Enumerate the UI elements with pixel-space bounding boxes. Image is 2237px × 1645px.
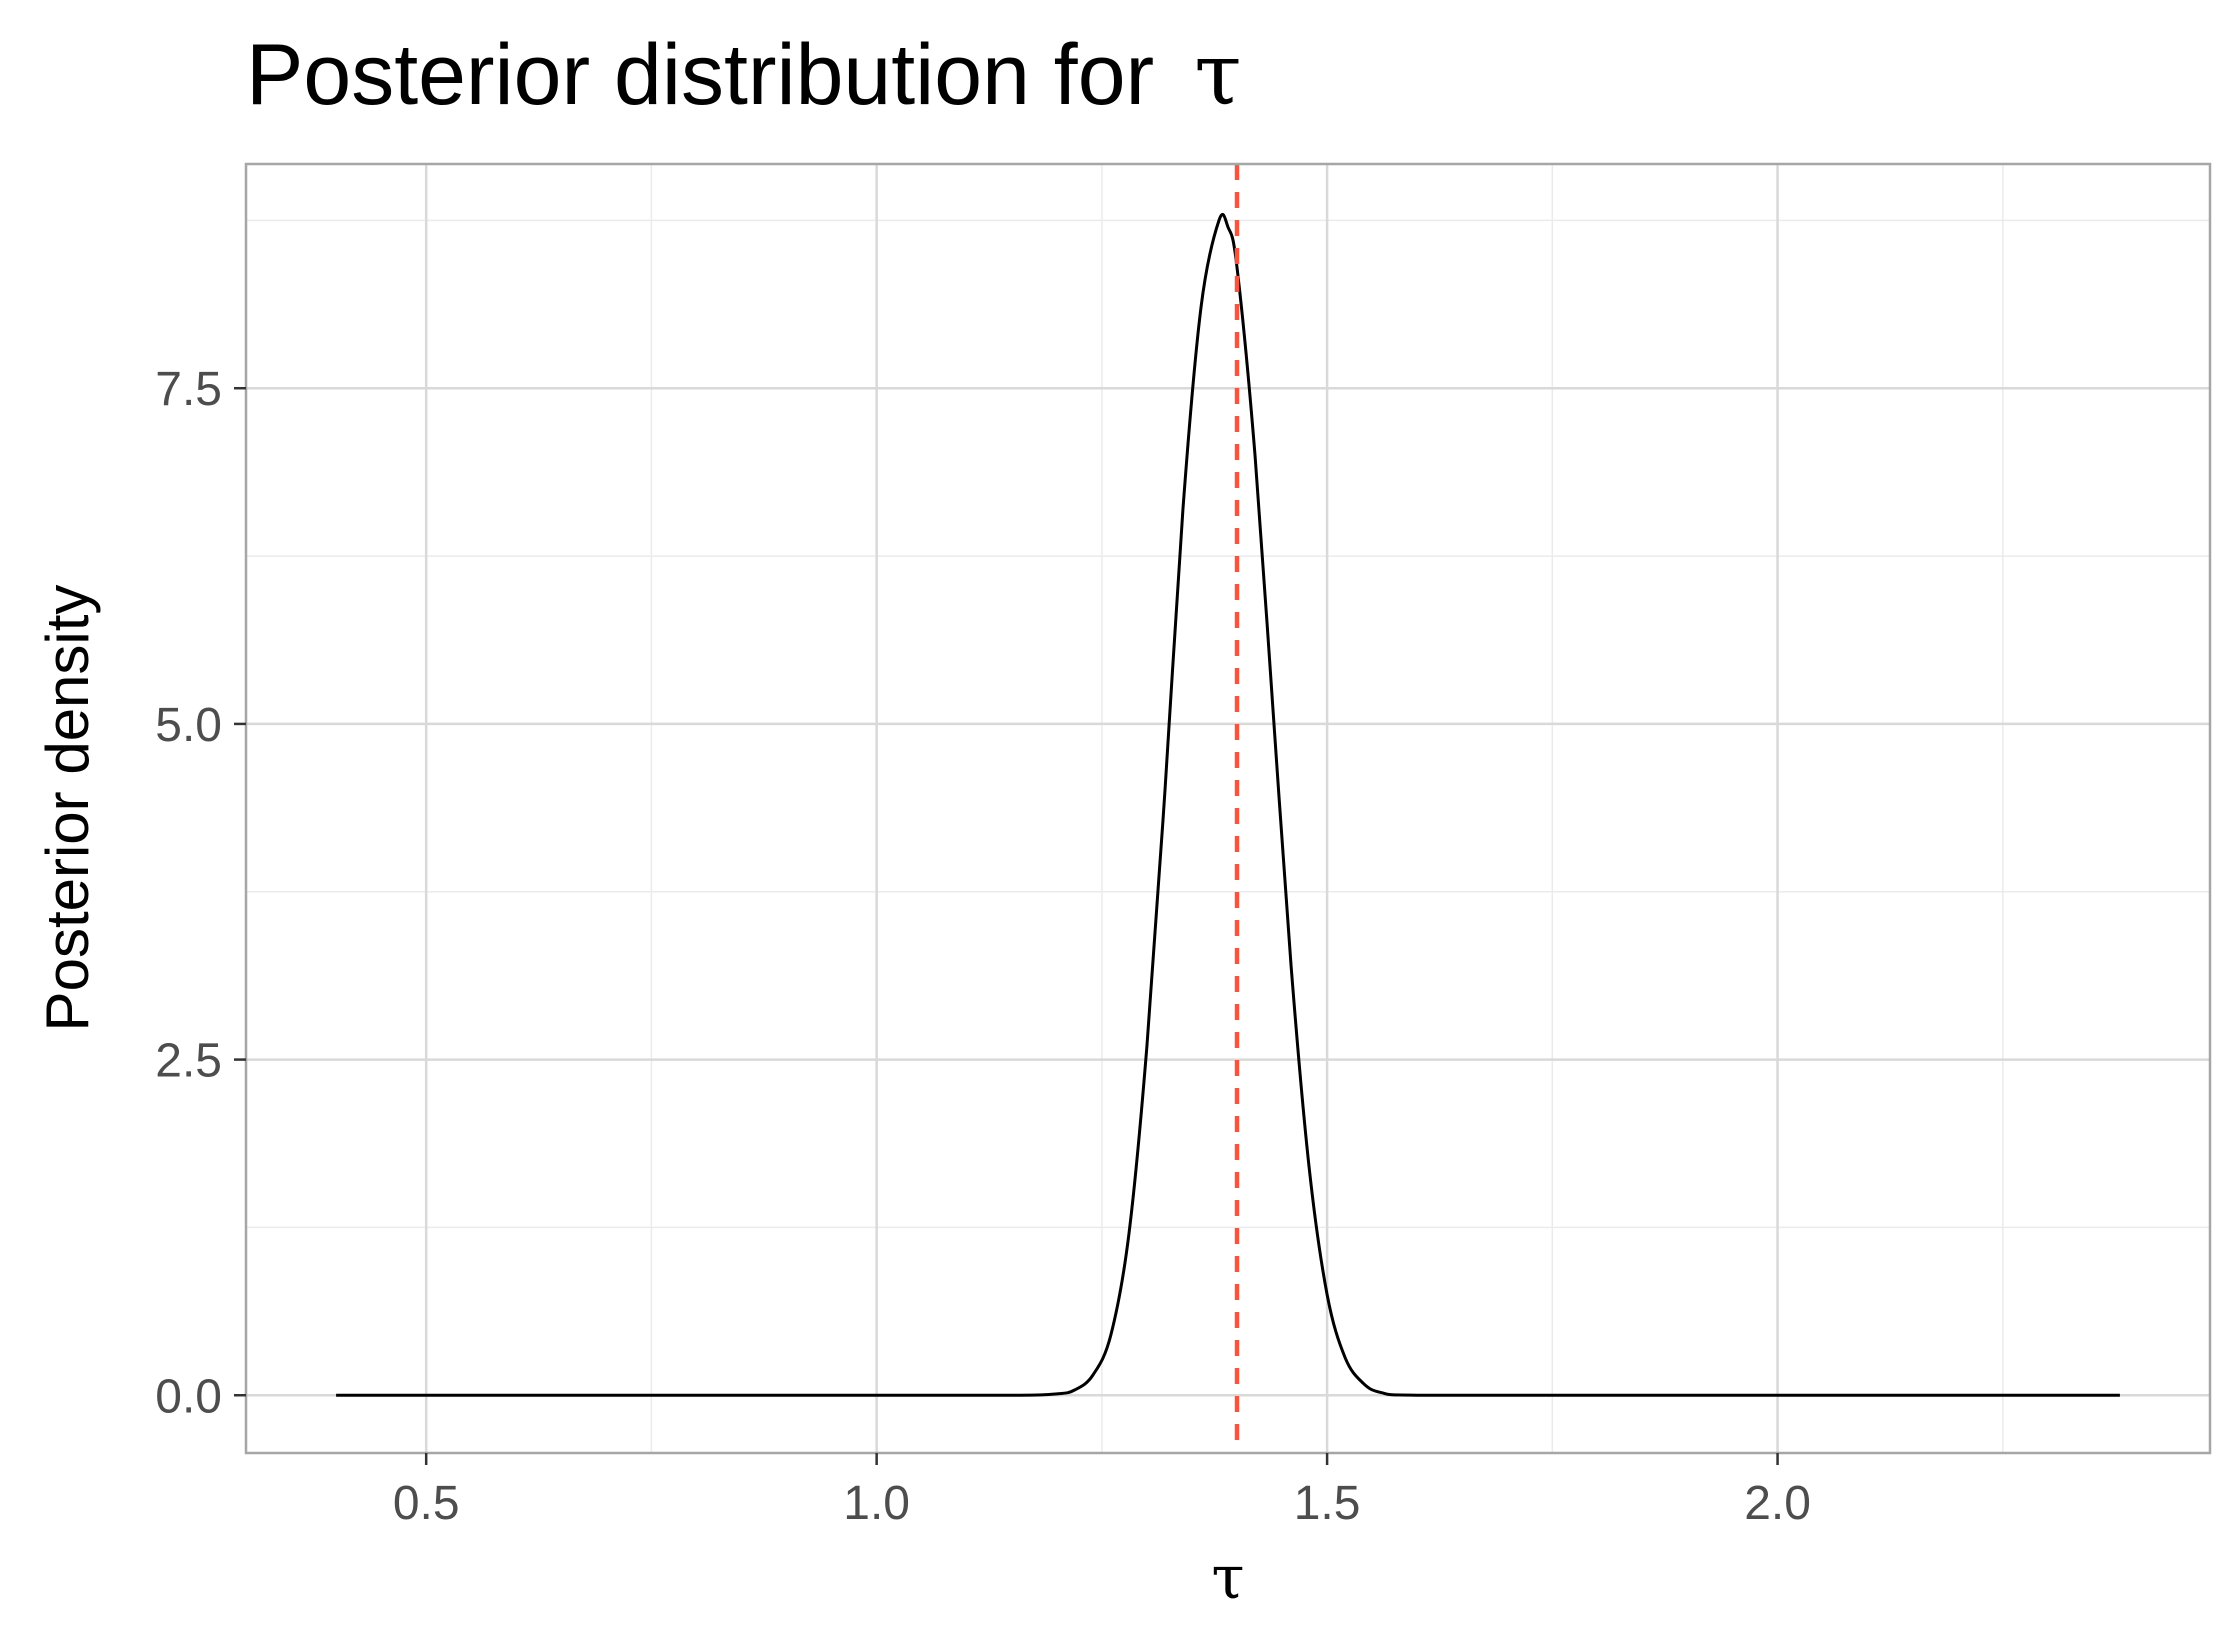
x-tick-label: 1.5 xyxy=(1294,1477,1361,1530)
x-tick-label: 2.0 xyxy=(1744,1477,1811,1530)
x-tick-label: 0.5 xyxy=(393,1477,460,1530)
x-tick-label: 1.0 xyxy=(843,1477,910,1530)
y-tick-label: 0.0 xyxy=(155,1370,222,1423)
y-axis: 0.0 2.5 5.0 7.5 xyxy=(155,363,246,1423)
density-curve xyxy=(336,213,2120,1397)
minor-gridlines xyxy=(246,164,2210,1453)
y-tick-label: 7.5 xyxy=(155,363,222,416)
chart-title: Posterior distribution for τ xyxy=(246,25,1242,125)
series-layer xyxy=(336,213,2120,1397)
y-tick-label: 2.5 xyxy=(155,1035,222,1088)
panel-border xyxy=(244,162,2212,1455)
y-tick-label: 5.0 xyxy=(155,699,222,752)
y-axis-title: Posterior density xyxy=(34,585,101,1032)
x-axis: 0.5 1.0 1.5 2.0 xyxy=(393,1453,1811,1530)
x-axis-title: τ xyxy=(1211,1543,1244,1613)
